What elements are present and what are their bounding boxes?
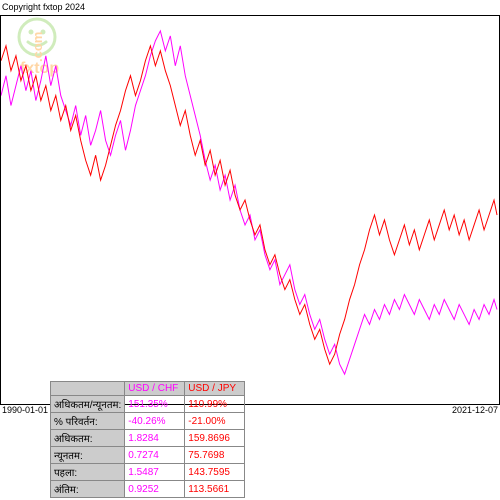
stats-table: USD / CHF USD / JPY अधिकतम/न्यूनतम:151.3… [50, 381, 245, 498]
row-label: न्यूनतम: [51, 447, 125, 464]
table-header-chf: USD / CHF [125, 382, 185, 396]
row-label: पहला: [51, 464, 125, 481]
cell-chf: 1.8284 [125, 430, 185, 447]
cell-chf: 0.7274 [125, 447, 185, 464]
table-header-empty [51, 382, 125, 396]
table-header-row: USD / CHF USD / JPY [51, 382, 245, 396]
table-row: पहला:1.5487143.7595 [51, 464, 245, 481]
cell-chf: 1.5487 [125, 464, 185, 481]
line-chart [0, 15, 500, 405]
table-row: % परिवर्तन:-40.26%-21.00% [51, 413, 245, 430]
x-start-label: 1990-01-01 [2, 405, 48, 415]
cell-jpy: 159.8696 [185, 430, 245, 447]
row-label: % परिवर्तन: [51, 413, 125, 430]
cell-jpy: 110.99% [185, 396, 245, 413]
table-row: न्यूनतम:0.727475.7698 [51, 447, 245, 464]
table-row: अंतिम:0.9252113.5661 [51, 481, 245, 498]
row-label: अधिकतम/न्यूनतम: [51, 396, 125, 413]
cell-chf: -40.26% [125, 413, 185, 430]
cell-chf: 0.9252 [125, 481, 185, 498]
cell-chf: 151.35% [125, 396, 185, 413]
table-header-jpy: USD / JPY [185, 382, 245, 396]
cell-jpy: -21.00% [185, 413, 245, 430]
cell-jpy: 143.7595 [185, 464, 245, 481]
row-label: अधिकतम: [51, 430, 125, 447]
table-row: अधिकतम:1.8284159.8696 [51, 430, 245, 447]
copyright-text: Copyright fxtop 2024 [2, 2, 85, 12]
cell-jpy: 75.7698 [185, 447, 245, 464]
cell-jpy: 113.5661 [185, 481, 245, 498]
x-end-label: 2021-12-07 [452, 405, 498, 415]
table-row: अधिकतम/न्यूनतम:151.35%110.99% [51, 396, 245, 413]
row-label: अंतिम: [51, 481, 125, 498]
